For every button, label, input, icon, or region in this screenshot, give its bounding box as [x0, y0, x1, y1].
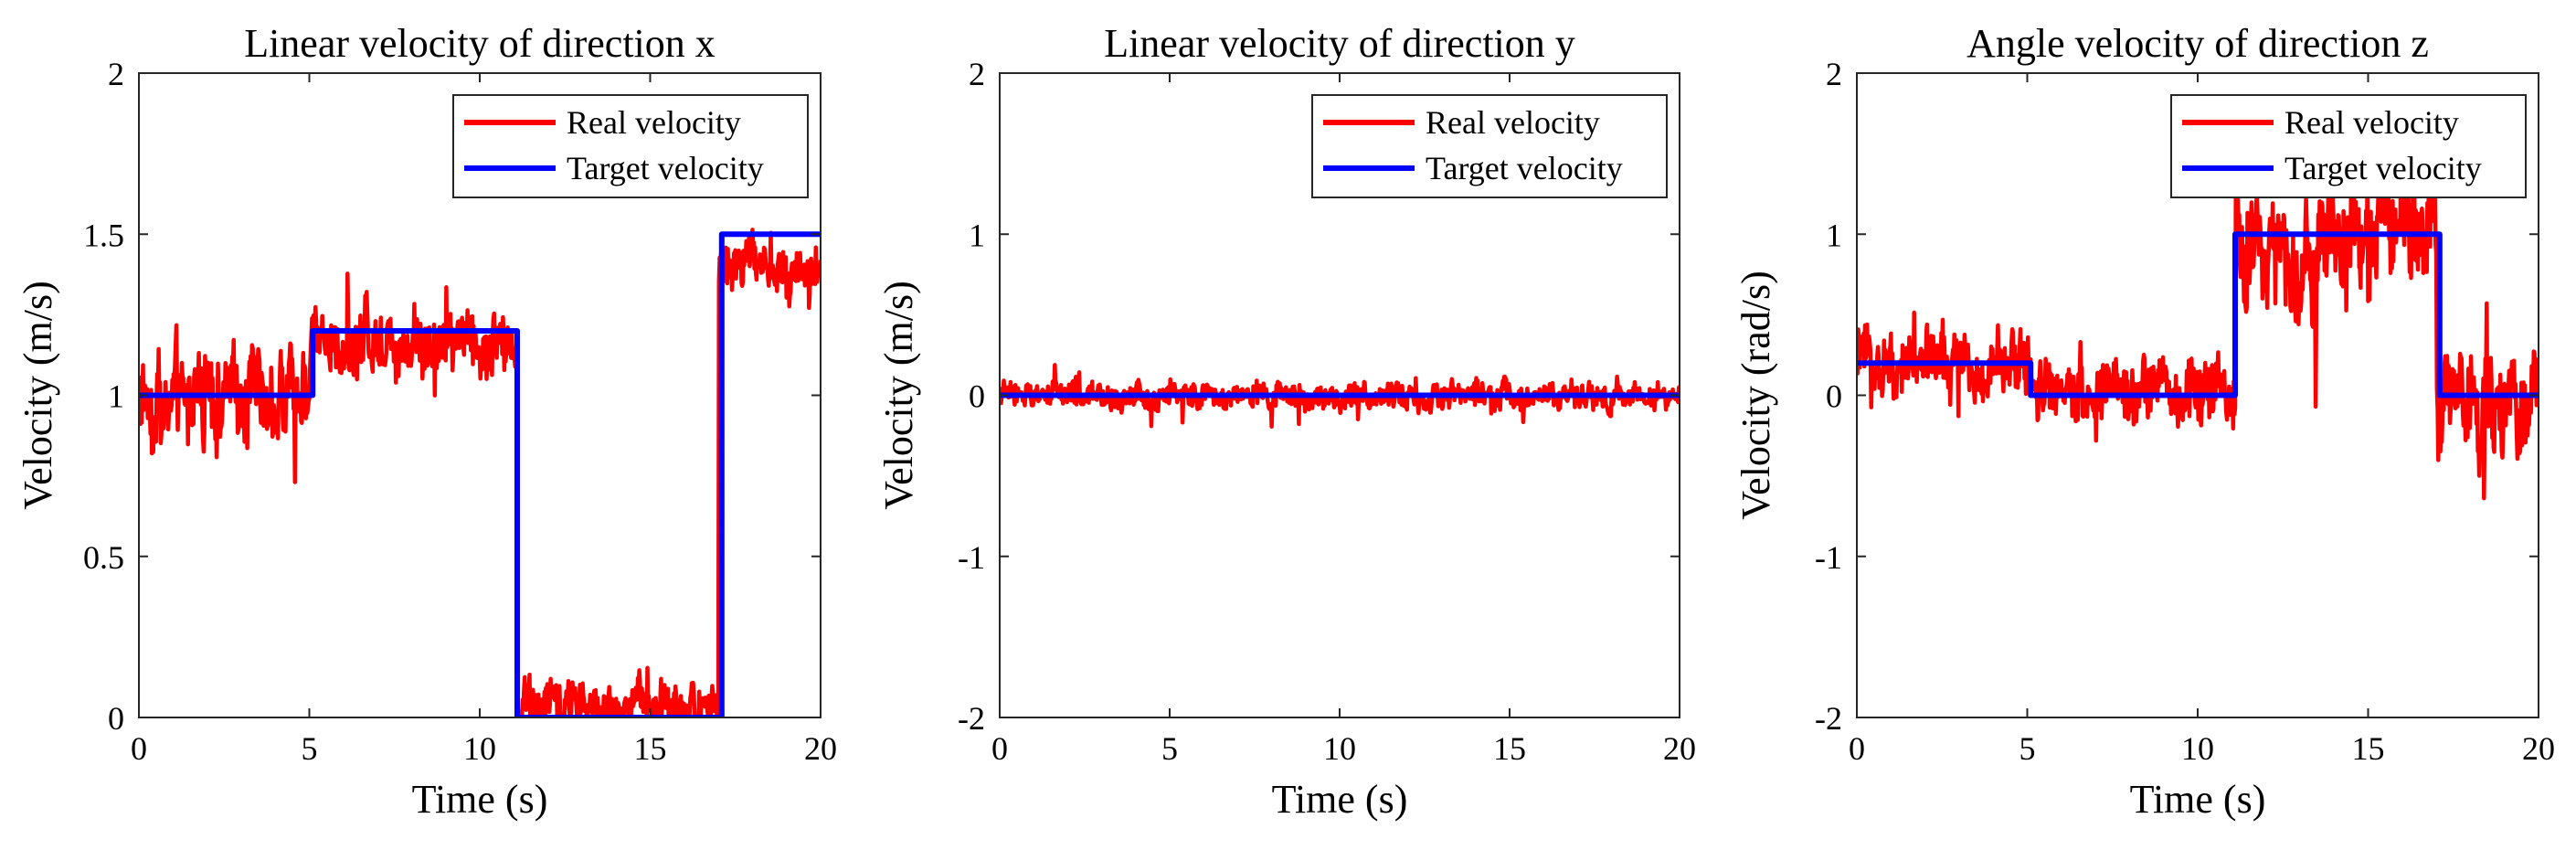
series-line-real-velocity — [139, 228, 821, 717]
legend-entry: Target velocity — [1426, 150, 1623, 186]
legend-box — [2170, 94, 2527, 198]
y-tick-label: 1.5 — [83, 217, 124, 253]
y-tick-label: 2 — [969, 56, 985, 92]
y-tick-label: 2 — [1826, 56, 1842, 92]
legend-entry: Real velocity — [567, 104, 741, 141]
y-tick-label: -2 — [958, 700, 985, 737]
x-tick-label: 20 — [1663, 730, 1696, 767]
y-tick-label: 0 — [969, 378, 985, 415]
x-tick-label: 20 — [804, 730, 837, 767]
series-line-target-velocity — [139, 231, 821, 717]
legend: Real velocity Target velocity — [2170, 94, 2527, 198]
plot-series-group — [139, 228, 821, 717]
y-tick-label: 0 — [108, 700, 124, 737]
y-tick-label: -1 — [958, 539, 985, 576]
x-tick-label: 20 — [2522, 730, 2555, 767]
x-tick-label: 10 — [463, 730, 496, 767]
legend-box — [452, 94, 809, 198]
chart-panel-3: 0 5 10 15 20 -2 -1 0 1 2 Angle velocity of directi… — [1733, 21, 2555, 822]
y-axis-label: Velocity (m/s) — [876, 281, 921, 510]
chart-title: Linear velocity of direction x — [244, 21, 716, 66]
x-tick-label: 0 — [131, 730, 147, 767]
plot-series-group — [1000, 363, 1680, 429]
x-axis-label: Time (s) — [2130, 777, 2266, 822]
x-tick-label: 10 — [2181, 730, 2214, 767]
x-tick-label: 10 — [1323, 730, 1356, 767]
x-axis-label: Time (s) — [1272, 777, 1408, 822]
series-line-real-velocity — [1857, 145, 2539, 501]
chart-panel-1: 0 5 10 15 20 0 0.5 1 1.5 2 Linear velocity of dire… — [16, 21, 837, 822]
y-axis-label: Velocity (rad/s) — [1733, 271, 1778, 519]
x-tick-label: 5 — [302, 730, 318, 767]
legend-entry: Real velocity — [2284, 104, 2459, 141]
legend-entry: Target velocity — [2284, 150, 2482, 186]
chart-panel-2: 0 5 10 15 20 -2 -1 0 1 2 Linear velocity of direct… — [876, 21, 1696, 822]
x-tick-label: 0 — [1849, 730, 1865, 767]
y-tick-label: 0 — [1826, 378, 1842, 415]
plot-series-group — [1857, 145, 2539, 501]
y-tick-label: -1 — [1815, 539, 1842, 576]
x-tick-label: 15 — [1493, 730, 1526, 767]
legend-entry: Target velocity — [567, 150, 764, 186]
legend: Real velocity Target velocity — [452, 94, 809, 198]
series-line-target-velocity — [1857, 231, 2539, 398]
x-axis-label: Time (s) — [412, 777, 548, 822]
x-tick-label: 5 — [2019, 730, 2036, 767]
x-tick-label: 15 — [2352, 730, 2385, 767]
x-tick-label: 15 — [634, 730, 667, 767]
y-tick-label: 0.5 — [83, 539, 124, 576]
y-tick-label: -2 — [1815, 700, 1842, 737]
legend-entry: Real velocity — [1426, 104, 1600, 141]
y-tick-label: 2 — [108, 56, 124, 92]
y-tick-label: 1 — [108, 378, 124, 415]
x-tick-label: 0 — [991, 730, 1008, 767]
legend: Real velocity Target velocity — [1311, 94, 1668, 198]
y-axis-label: Velocity (m/s) — [16, 281, 60, 510]
legend-box — [1311, 94, 1668, 198]
chart-title: Angle velocity of direction z — [1966, 21, 2429, 66]
y-tick-label: 1 — [1826, 217, 1842, 253]
x-tick-label: 5 — [1161, 730, 1178, 767]
chart-title: Linear velocity of direction y — [1104, 21, 1575, 66]
y-tick-label: 1 — [969, 217, 985, 253]
